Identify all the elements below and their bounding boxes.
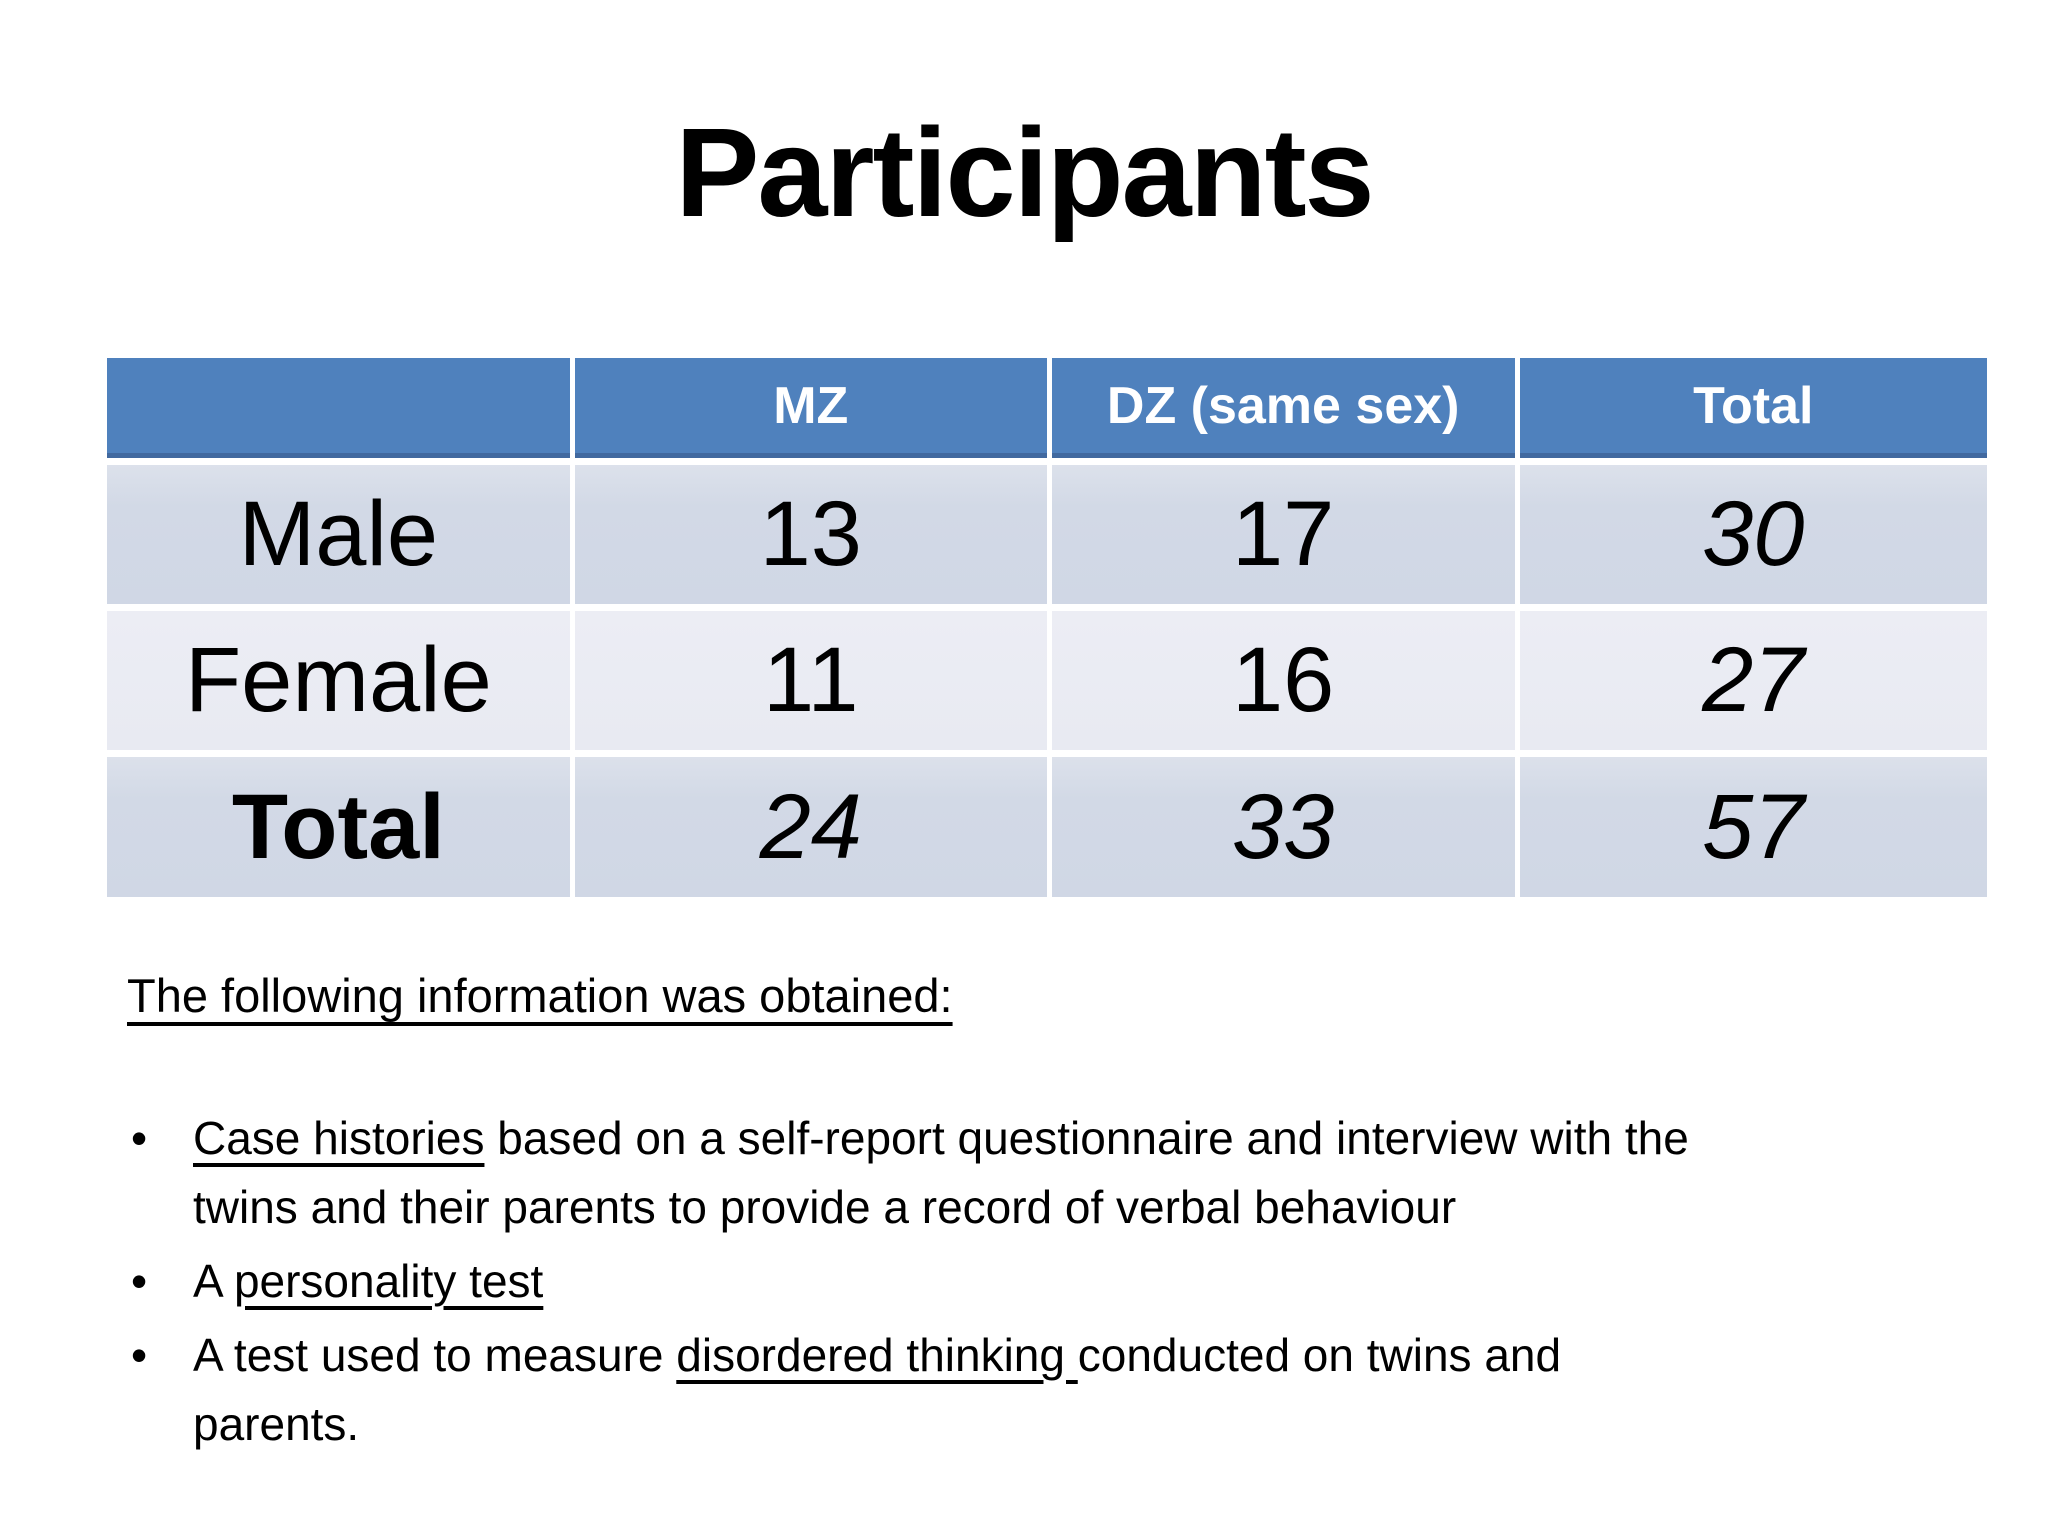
bullet-text: A test used to measure [193,1329,677,1381]
cell-total-dz: 33 [1051,757,1515,897]
list-item: A personality test [127,1247,1977,1316]
cell-female-mz: 11 [574,611,1047,750]
cell-male-mz: 13 [574,465,1047,604]
info-heading: The following information was obtained: [127,969,953,1022]
bullet-line: parents. [193,1390,1977,1459]
row-label-total: Total [107,757,570,897]
table-header-cell-empty [107,358,570,458]
bullet-list: Case histories based on a self-report qu… [127,1104,1977,1459]
bullet-line: Case histories based on a self-report qu… [193,1104,1977,1173]
cell-female-total: 27 [1519,611,1987,750]
row-label-male: Male [107,465,570,604]
underlined-text: Case histories [193,1112,485,1164]
table-header-cell-total: Total [1519,358,1987,458]
participants-table: MZ DZ (same sex) Total Male 13 17 30 Fem… [107,358,1987,897]
bullet-text: based on a self-report questionnaire and… [484,1112,1689,1164]
row-label-female: Female [107,611,570,750]
cell-male-dz: 17 [1051,465,1515,604]
bullet-text: conducted on twins and [1077,1329,1562,1381]
info-section: The following information was obtained: … [127,966,1977,1464]
cell-male-total: 30 [1519,465,1987,604]
cell-total-mz: 24 [574,757,1047,897]
list-item: A test used to measure disordered thinki… [127,1321,1977,1459]
list-item: Case histories based on a self-report qu… [127,1104,1977,1242]
bullet-text: parents. [193,1398,360,1450]
underlined-text: personality test [233,1255,544,1307]
table-header-cell-mz: MZ [574,358,1047,458]
bullet-line: A test used to measure disordered thinki… [193,1321,1977,1390]
table-header-cell-dz: DZ (same sex) [1051,358,1515,458]
bullet-text: A [193,1255,234,1307]
cell-female-dz: 16 [1051,611,1515,750]
bullet-text: twins and their parents to provide a rec… [193,1181,1457,1233]
bullet-line: twins and their parents to provide a rec… [193,1173,1977,1242]
cell-total-total: 57 [1519,757,1987,897]
bullet-line: A personality test [193,1247,1977,1316]
page-title: Participants [675,102,1374,243]
underlined-text: disordered thinking [676,1329,1078,1381]
